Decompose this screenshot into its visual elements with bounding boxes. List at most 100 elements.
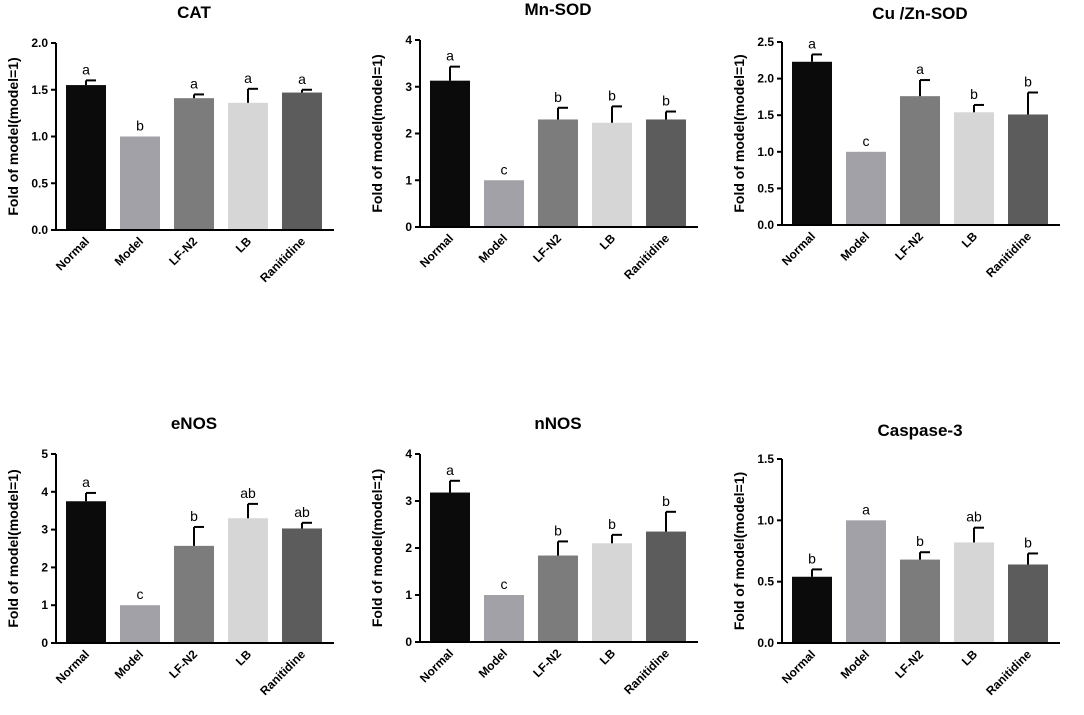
- significance-label: ab: [966, 509, 982, 525]
- y-tick-label: 3: [405, 80, 412, 94]
- bar: [1008, 114, 1048, 225]
- x-tick-label: Model: [476, 231, 510, 265]
- y-tick-label: 1: [405, 173, 412, 187]
- x-tick-label: LF-N2: [166, 234, 200, 268]
- bar: [954, 112, 994, 225]
- chart-title: Mn-SOD: [524, 0, 591, 19]
- y-tick-label: 2: [41, 560, 48, 574]
- bar: [538, 555, 578, 642]
- bar: [900, 96, 940, 225]
- x-tick-label: Ranitidine: [257, 647, 308, 698]
- bar: [174, 98, 214, 230]
- chart-title: Caspase-3: [877, 421, 962, 440]
- y-tick-label: 1.5: [757, 452, 774, 466]
- x-tick-label: LB: [233, 234, 254, 255]
- bar: [66, 85, 106, 230]
- significance-label: b: [662, 493, 670, 509]
- significance-label: c: [501, 576, 508, 592]
- x-tick-label: Normal: [417, 646, 456, 685]
- y-tick-label: 1.5: [31, 83, 48, 97]
- x-tick-label: LB: [597, 646, 618, 667]
- x-tick-label: LB: [959, 647, 980, 668]
- x-tick-label: Normal: [779, 229, 818, 268]
- chart-panel: Caspase-3 Fold of model(model=1) b Normal a M…: [731, 421, 1060, 698]
- y-tick-label: 5: [41, 447, 48, 461]
- significance-label: ab: [240, 485, 256, 501]
- chart-panel: CAT Fold of model(model=1) a Normal b Model a L…: [5, 3, 334, 285]
- significance-label: a: [298, 71, 306, 87]
- x-tick-label: Ranitidine: [983, 647, 1034, 698]
- significance-label: b: [554, 89, 562, 105]
- x-tick-label: Model: [838, 229, 872, 263]
- y-tick-label: 2.0: [757, 72, 774, 86]
- bar: [846, 151, 886, 225]
- y-tick-label: 0.5: [757, 181, 774, 195]
- significance-label: b: [1024, 534, 1032, 550]
- y-axis-label: Fold of model(model=1): [369, 54, 385, 212]
- y-tick-label: 0.0: [757, 636, 774, 650]
- x-tick-label: Model: [476, 646, 510, 680]
- y-axis-label: Fold of model(model=1): [731, 54, 747, 212]
- bar: [846, 520, 886, 643]
- y-tick-label: 1: [41, 598, 48, 612]
- bar: [282, 92, 322, 231]
- bar: [592, 122, 632, 227]
- y-axis-label: Fold of model(model=1): [5, 469, 21, 627]
- y-tick-label: 0: [405, 635, 412, 649]
- bar: [228, 102, 268, 230]
- x-tick-label: LB: [233, 647, 254, 668]
- chart-panel: eNOS Fold of model(model=1) a Normal c Model b…: [5, 414, 334, 698]
- significance-label: a: [82, 61, 90, 77]
- significance-label: b: [554, 522, 562, 538]
- y-tick-label: 2: [405, 541, 412, 555]
- x-tick-label: LB: [959, 229, 980, 250]
- significance-label: b: [916, 533, 924, 549]
- bar: [430, 492, 470, 642]
- x-tick-label: LF-N2: [530, 231, 564, 265]
- x-tick-label: Ranitidine: [983, 229, 1034, 280]
- significance-label: b: [608, 516, 616, 532]
- significance-label: ab: [294, 504, 310, 520]
- significance-label: a: [446, 48, 454, 64]
- y-tick-label: 0.5: [757, 575, 774, 589]
- x-tick-label: LF-N2: [892, 647, 926, 681]
- significance-label: b: [1024, 74, 1032, 90]
- y-tick-label: 4: [405, 33, 412, 47]
- bar: [792, 61, 832, 225]
- significance-label: c: [501, 161, 508, 177]
- bar: [484, 180, 524, 227]
- bar: [430, 80, 470, 227]
- significance-label: a: [190, 75, 198, 91]
- x-tick-label: Ranitidine: [257, 234, 308, 285]
- x-tick-label: Ranitidine: [621, 231, 672, 282]
- bar: [1008, 564, 1048, 643]
- y-tick-label: 1.0: [757, 145, 774, 159]
- x-tick-label: Normal: [53, 647, 92, 686]
- bar: [900, 559, 940, 643]
- significance-label: b: [136, 118, 144, 134]
- y-tick-label: 0: [41, 636, 48, 650]
- x-tick-label: Normal: [417, 231, 456, 270]
- x-tick-label: LF-N2: [166, 647, 200, 681]
- significance-label: c: [863, 133, 870, 149]
- y-tick-label: 3: [405, 494, 412, 508]
- bar: [282, 528, 322, 643]
- x-tick-label: Model: [112, 234, 146, 268]
- x-tick-label: Normal: [779, 647, 818, 686]
- significance-label: a: [862, 501, 870, 517]
- x-tick-label: LF-N2: [530, 646, 564, 680]
- y-tick-label: 0: [405, 220, 412, 234]
- significance-label: a: [916, 61, 924, 77]
- y-tick-label: 2: [405, 127, 412, 141]
- significance-label: b: [608, 87, 616, 103]
- x-tick-label: Model: [112, 647, 146, 681]
- x-tick-label: Ranitidine: [621, 646, 672, 697]
- chart-title: CAT: [177, 3, 211, 22]
- y-axis-label: Fold of model(model=1): [369, 469, 385, 627]
- chart-title: eNOS: [171, 414, 217, 433]
- y-tick-label: 1.0: [757, 513, 774, 527]
- chart-title: Cu /Zn-SOD: [872, 4, 967, 23]
- y-axis-label: Fold of model(model=1): [731, 472, 747, 630]
- significance-label: a: [446, 462, 454, 478]
- significance-label: a: [244, 70, 252, 86]
